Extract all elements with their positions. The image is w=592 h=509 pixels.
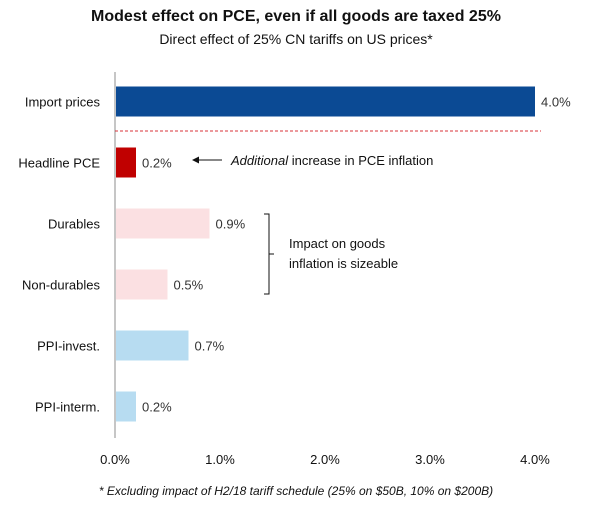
value-label: 0.2% — [142, 400, 172, 415]
bar — [116, 330, 189, 361]
bar — [116, 391, 136, 422]
annotation-arrow-head-icon — [192, 156, 199, 164]
chart-subtitle: Direct effect of 25% CN tariffs on US pr… — [159, 31, 433, 47]
x-tick-label: 3.0% — [415, 452, 445, 467]
value-label: 0.5% — [174, 278, 204, 293]
annotation-headline: Additional increase in PCE inflation — [230, 153, 433, 168]
bar — [116, 86, 535, 117]
bar — [116, 147, 136, 178]
value-label: 0.7% — [195, 339, 225, 354]
chart-title: Modest effect on PCE, even if all goods … — [91, 8, 501, 25]
category-label: PPI-interm. — [35, 400, 100, 415]
category-label: Headline PCE — [18, 156, 100, 171]
value-label: 0.2% — [142, 156, 172, 171]
x-tick-label: 4.0% — [520, 452, 550, 467]
value-label: 0.9% — [216, 217, 246, 232]
category-label: Durables — [48, 217, 101, 232]
annotation-goods-line2: inflation is sizeable — [289, 256, 398, 271]
x-tick-label: 2.0% — [310, 452, 340, 467]
category-label: Non-durables — [22, 278, 101, 293]
annotation-bracket — [264, 213, 274, 295]
x-tick-label: 1.0% — [205, 452, 235, 467]
footnote: * Excluding impact of H2/18 tariff sched… — [98, 484, 494, 498]
bar — [116, 208, 210, 239]
category-label: PPI-invest. — [37, 339, 100, 354]
value-label: 4.0% — [541, 95, 571, 110]
bar — [116, 269, 168, 300]
annotation-goods-line1: Impact on goods — [289, 236, 386, 251]
x-tick-label: 0.0% — [100, 452, 130, 467]
category-label: Import prices — [25, 95, 101, 110]
